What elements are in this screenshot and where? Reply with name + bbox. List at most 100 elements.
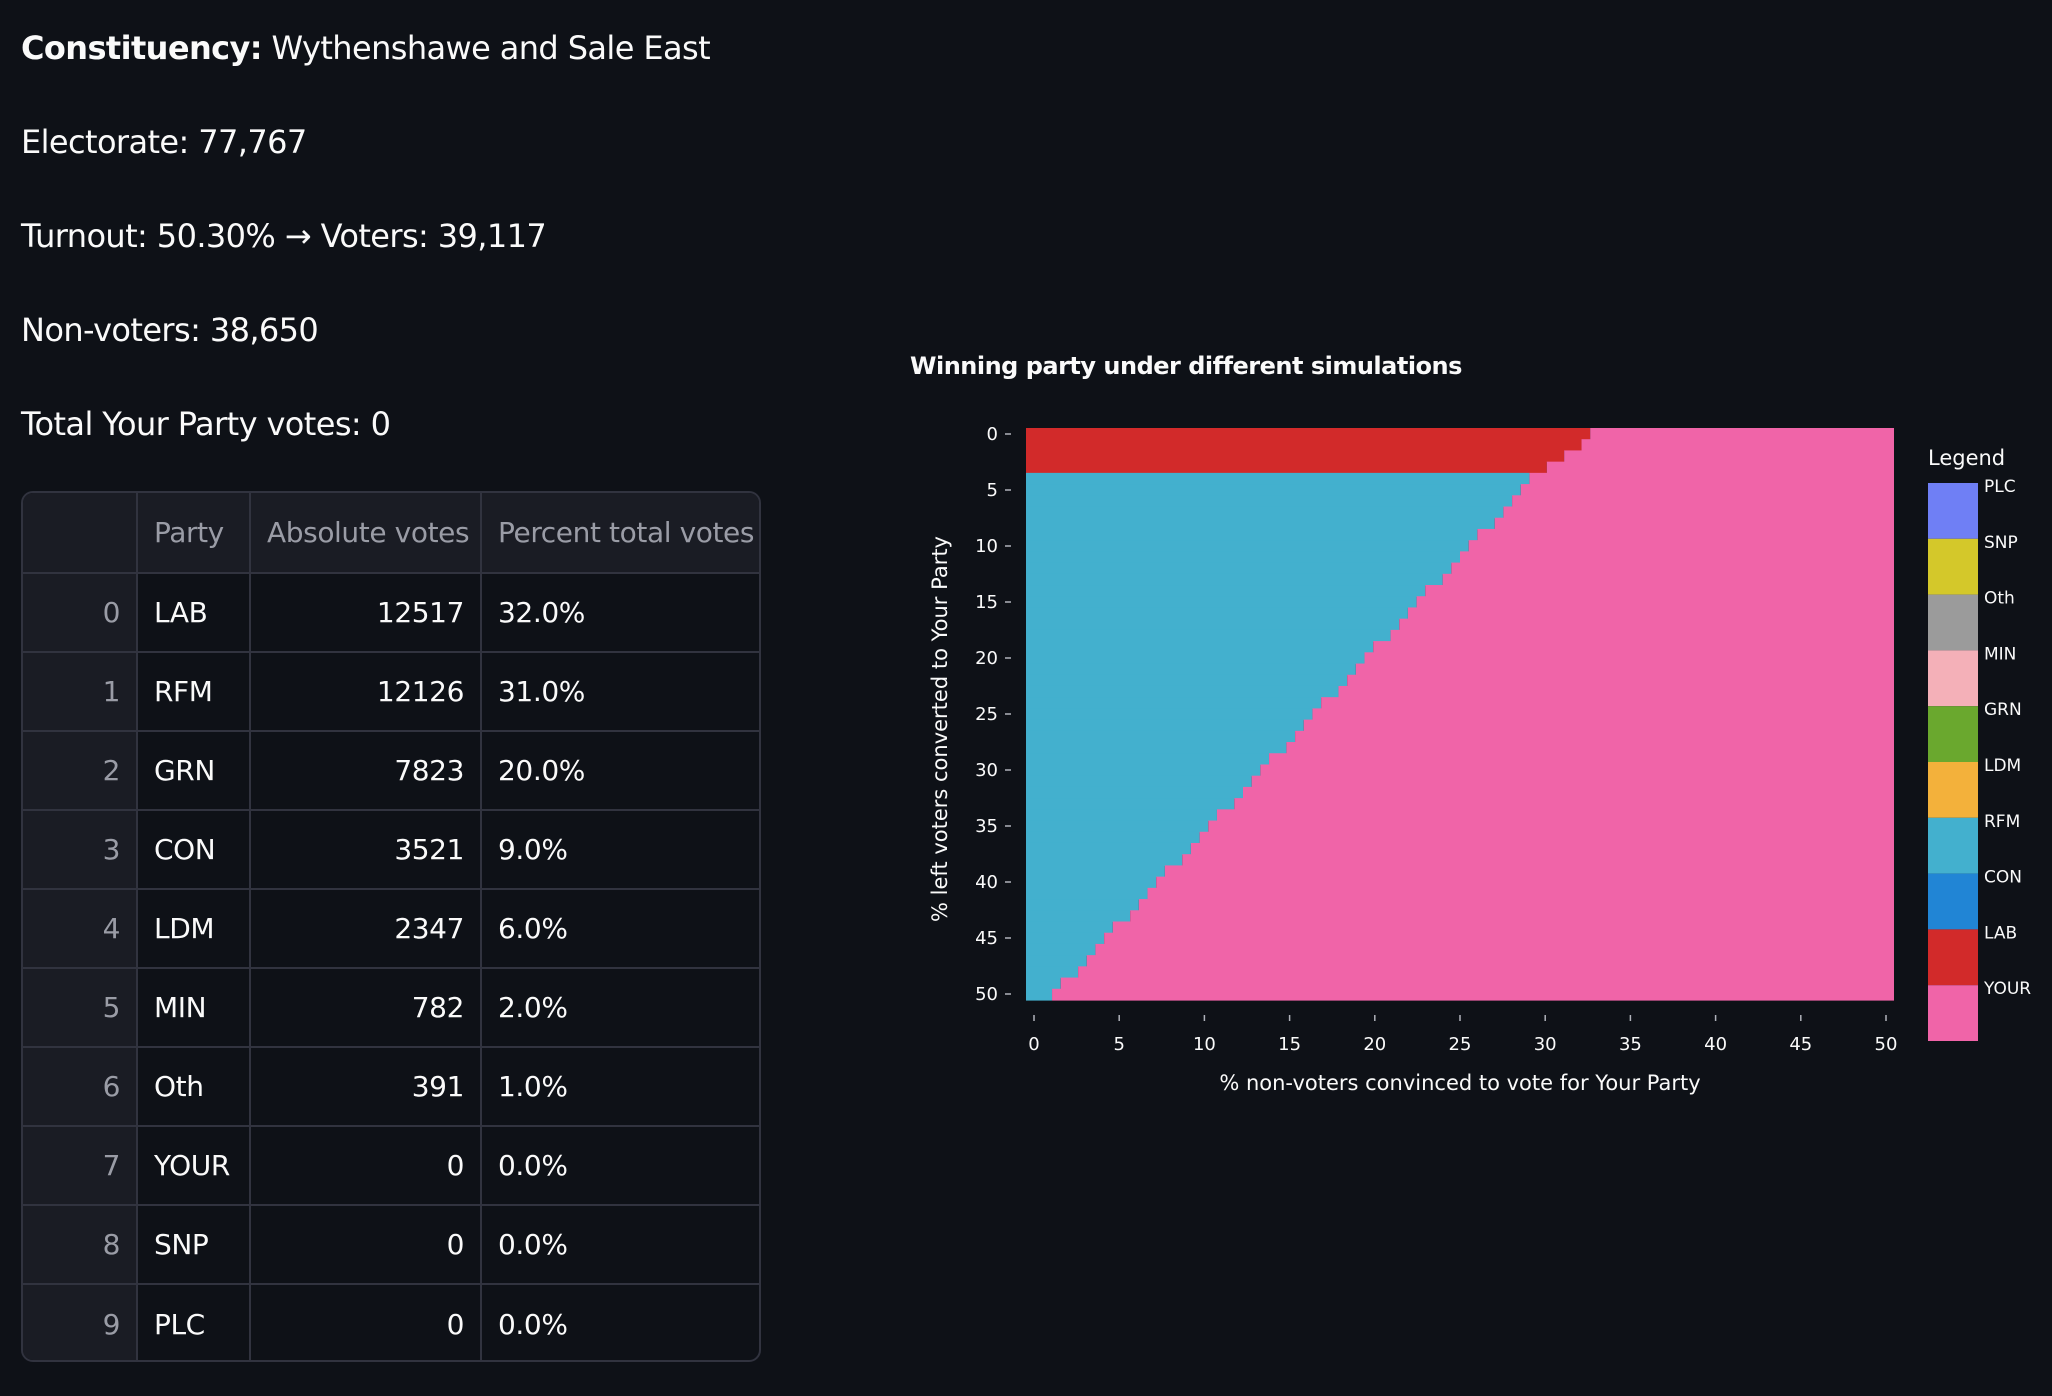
heatmap-cell-rfm[interactable] (1026, 517, 1495, 530)
heatmap-cell-rfm[interactable] (1026, 472, 1530, 485)
legend-label-grn[interactable]: GRN (1984, 700, 2022, 720)
heatmap-cell-your[interactable] (1451, 562, 1894, 575)
heatmap-cell-rfm[interactable] (1026, 506, 1504, 519)
heatmap-cell-rfm[interactable] (1026, 663, 1356, 676)
row-party[interactable]: LAB (137, 573, 251, 653)
heatmap-cell-rfm[interactable] (1026, 573, 1443, 586)
heatmap-cell-rfm[interactable] (1026, 641, 1374, 653)
heatmap-cell-rfm[interactable] (1026, 966, 1079, 979)
heatmap-cell-rfm[interactable] (1026, 786, 1243, 799)
heatmap-cell-your[interactable] (1086, 955, 1894, 967)
table-row[interactable]: 1 RFM 12126 31.0% (23, 652, 759, 732)
table-row[interactable]: 0 LAB 12517 32.0% (23, 573, 759, 653)
legend-swatch-lab[interactable] (1928, 929, 1978, 986)
legend-label-plc[interactable]: PLC (1984, 477, 2016, 497)
heatmap-cell-your[interactable] (1199, 831, 1894, 844)
heatmap-cell-rfm[interactable] (1026, 921, 1113, 934)
heatmap-cell-rfm[interactable] (1026, 943, 1096, 956)
heatmap-cell-your[interactable] (1546, 461, 1894, 474)
heatmap-cell-your[interactable] (1208, 820, 1894, 833)
heatmap-cell-rfm[interactable] (1026, 742, 1287, 754)
heatmap-cell-rfm[interactable] (1026, 596, 1417, 609)
heatmap-cell-rfm[interactable] (1026, 820, 1209, 833)
header-percent-total-votes[interactable]: Percent total votes (481, 493, 759, 574)
heatmap-cell-your[interactable] (1156, 876, 1894, 889)
heatmap-cell-rfm[interactable] (1026, 697, 1322, 709)
row-absolute-votes[interactable]: 7823 (250, 731, 482, 811)
heatmap-cell-rfm[interactable] (1026, 484, 1521, 496)
table-row[interactable]: 7 YOUR 0 0.0% (23, 1126, 759, 1206)
row-percent[interactable]: 0.0% (481, 1126, 759, 1206)
table-row[interactable]: 8 SNP 0 0.0% (23, 1205, 759, 1285)
heatmap-cell-lab[interactable] (1026, 461, 1547, 474)
heatmap-cell-your[interactable] (1460, 551, 1894, 564)
heatmap-cell-your[interactable] (1442, 573, 1894, 586)
heatmap-cell-rfm[interactable] (1026, 495, 1513, 508)
heatmap-cell-your[interactable] (1581, 439, 1894, 452)
heatmap-cell-your[interactable] (1130, 910, 1894, 923)
heatmap-cell-rfm[interactable] (1026, 876, 1157, 889)
heatmap-cell-rfm[interactable] (1026, 798, 1235, 810)
results-table[interactable]: Party Absolute votes Percent total votes… (21, 491, 761, 1362)
heatmap-cell-rfm[interactable] (1026, 607, 1408, 620)
heatmap-cell-rfm[interactable] (1026, 618, 1400, 631)
heatmap-cell-your[interactable] (1399, 618, 1894, 631)
row-index[interactable]: 8 (23, 1205, 138, 1285)
row-index[interactable]: 2 (23, 731, 138, 811)
heatmap-cell-your[interactable] (1303, 719, 1894, 732)
legend-swatch-snp[interactable] (1928, 538, 1978, 595)
heatmap-cell-rfm[interactable] (1026, 764, 1261, 777)
heatmap-cell-your[interactable] (1590, 428, 1894, 440)
row-index[interactable]: 5 (23, 968, 138, 1048)
heatmap-cell-your[interactable] (1338, 685, 1894, 698)
heatmap-cell-your[interactable] (1373, 641, 1894, 653)
header-absolute-votes[interactable]: Absolute votes (250, 493, 482, 574)
legend-label-lab[interactable]: LAB (1984, 923, 2017, 943)
heatmap-cell-your[interactable] (1060, 977, 1894, 990)
heatmap-cell-rfm[interactable] (1026, 809, 1217, 822)
row-index[interactable]: 1 (23, 652, 138, 732)
heatmap-cell-your[interactable] (1104, 932, 1894, 945)
legend-label-snp[interactable]: SNP (1984, 533, 2018, 553)
legend-swatch-min[interactable] (1928, 650, 1978, 707)
heatmap-cell-rfm[interactable] (1026, 854, 1183, 867)
heatmap-cell-lab[interactable] (1026, 450, 1565, 463)
heatmap-cell-rfm[interactable] (1026, 988, 1053, 1001)
row-party[interactable]: Oth (137, 1047, 251, 1127)
heatmap-cell-your[interactable] (1052, 988, 1894, 1001)
heatmap-cell-rfm[interactable] (1026, 540, 1469, 552)
heatmap-cell-your[interactable] (1138, 899, 1894, 911)
heatmap-cell-rfm[interactable] (1026, 730, 1296, 743)
row-absolute-votes[interactable]: 782 (250, 968, 482, 1048)
heatmap-cell-your[interactable] (1243, 786, 1894, 799)
heatmap-cell-your[interactable] (1512, 495, 1894, 508)
heatmap-cell-your[interactable] (1477, 528, 1894, 541)
heatmap-cell-your[interactable] (1520, 484, 1894, 496)
heatmap-cell-lab[interactable] (1026, 439, 1582, 452)
header-index[interactable] (23, 493, 138, 574)
legend-swatch-con[interactable] (1928, 873, 1978, 930)
heatmap-cell-rfm[interactable] (1026, 899, 1139, 911)
row-percent[interactable]: 20.0% (481, 731, 759, 811)
heatmap-cell-rfm[interactable] (1026, 685, 1339, 698)
heatmap-cell-lab[interactable] (1026, 428, 1591, 440)
heatmap-cell-your[interactable] (1390, 629, 1894, 642)
heatmap-cell-rfm[interactable] (1026, 842, 1191, 855)
heatmap-cell-your[interactable] (1182, 854, 1894, 867)
row-party[interactable]: LDM (137, 889, 251, 969)
table-row[interactable]: 4 LDM 2347 6.0% (23, 889, 759, 969)
heatmap-cell-your[interactable] (1269, 753, 1894, 766)
row-absolute-votes[interactable]: 3521 (250, 810, 482, 890)
heatmap-cell-rfm[interactable] (1026, 955, 1087, 967)
heatmap-cell-your[interactable] (1416, 596, 1894, 609)
heatmap-cell-your[interactable] (1407, 607, 1894, 620)
row-percent[interactable]: 6.0% (481, 889, 759, 969)
heatmap-cell-your[interactable] (1529, 472, 1894, 485)
heatmap-cell-rfm[interactable] (1026, 708, 1313, 721)
row-absolute-votes[interactable]: 12126 (250, 652, 482, 732)
heatmap-cell-your[interactable] (1312, 708, 1894, 721)
heatmap-cell-rfm[interactable] (1026, 932, 1105, 945)
heatmap-cell-rfm[interactable] (1026, 753, 1270, 766)
heatmap-cell-your[interactable] (1234, 798, 1894, 810)
